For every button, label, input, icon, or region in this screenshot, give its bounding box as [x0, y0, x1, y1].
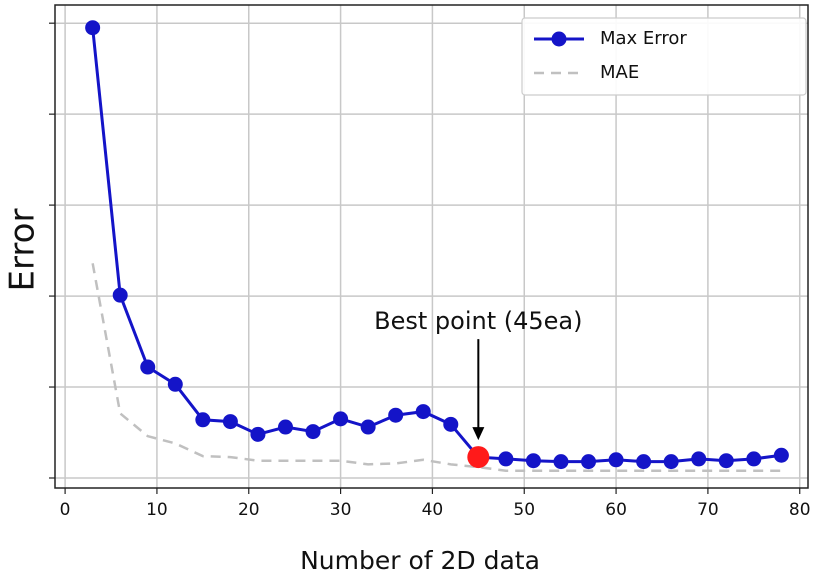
data-point: [140, 359, 156, 375]
data-point: [415, 404, 431, 420]
data-point: [636, 454, 652, 470]
x-tick-label: 40: [422, 500, 444, 520]
data-point: [388, 407, 404, 423]
y-axis-label: Error: [3, 209, 43, 292]
annotation-arrowhead: [472, 427, 485, 441]
data-point: [525, 453, 541, 469]
data-point: [691, 451, 707, 467]
data-point: [553, 454, 569, 470]
x-tick-label: 80: [789, 500, 811, 520]
data-point: [250, 426, 266, 442]
data-point: [195, 412, 211, 428]
data-point: [222, 414, 238, 430]
data-point: [333, 411, 349, 427]
x-tick-label: 20: [238, 500, 260, 520]
series-line: [91, 263, 782, 472]
legend-label: Max Error: [600, 28, 687, 49]
x-tick-label: 0: [60, 500, 71, 520]
x-tick-label: 60: [605, 500, 627, 520]
data-point: [167, 376, 183, 392]
legend-label: MAE: [600, 62, 639, 83]
legend-box: [521, 17, 807, 96]
data-point: [85, 20, 101, 36]
data-point: [305, 424, 321, 440]
data-point: [277, 419, 293, 435]
x-tick-label: 30: [330, 500, 352, 520]
data-point: [773, 447, 789, 463]
x-tick-label: 50: [513, 500, 535, 520]
x-tick-label: 70: [697, 500, 719, 520]
data-point: [581, 454, 597, 470]
x-axis-label: Number of 2D data: [300, 546, 540, 575]
legend-marker: [551, 31, 567, 47]
data-point: [718, 453, 734, 469]
data-point: [746, 451, 762, 467]
data-point: [663, 454, 679, 470]
highlight-point: [467, 446, 490, 469]
data-point: [443, 416, 459, 432]
data-point: [360, 419, 376, 435]
plot-frame: [54, 4, 809, 489]
annotation-text: Best point (45ea): [374, 307, 582, 335]
data-point: [498, 451, 514, 467]
data-point: [608, 452, 624, 468]
x-tick-label: 10: [146, 500, 168, 520]
data-point: [112, 287, 128, 303]
